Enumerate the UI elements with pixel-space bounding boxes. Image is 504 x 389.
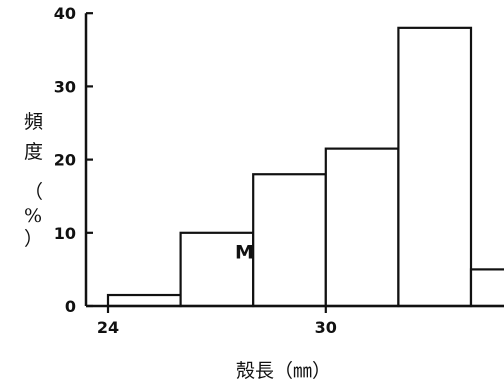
x-tick-label-24: 24 [97, 318, 119, 337]
labels-layer: ML [235, 241, 254, 263]
y-tick-label-10: 10 [54, 224, 76, 243]
x-tick-label-30: 30 [315, 318, 337, 337]
bar-M-28-30 [252, 173, 327, 308]
y-tick-label-0: 0 [65, 297, 76, 316]
y-axis-title: 頻度（%） [24, 111, 43, 250]
bar-M-34-38 [469, 268, 504, 308]
bar-M-26-28 [179, 231, 255, 308]
bars-layer [106, 26, 504, 308]
series-label-m: M [235, 241, 254, 263]
x-axis-title: 殻長（㎜） [236, 360, 331, 382]
bar-M-30-32 [324, 147, 400, 308]
y-tick-label-40: 40 [54, 4, 76, 23]
y-tick-label-30: 30 [54, 77, 76, 96]
bar-M-24-26 [106, 293, 182, 308]
y-tick-label-20: 20 [54, 151, 76, 170]
bar-M-32-34 [397, 26, 473, 308]
axes-layer: 01020304024304050 [54, 4, 504, 337]
